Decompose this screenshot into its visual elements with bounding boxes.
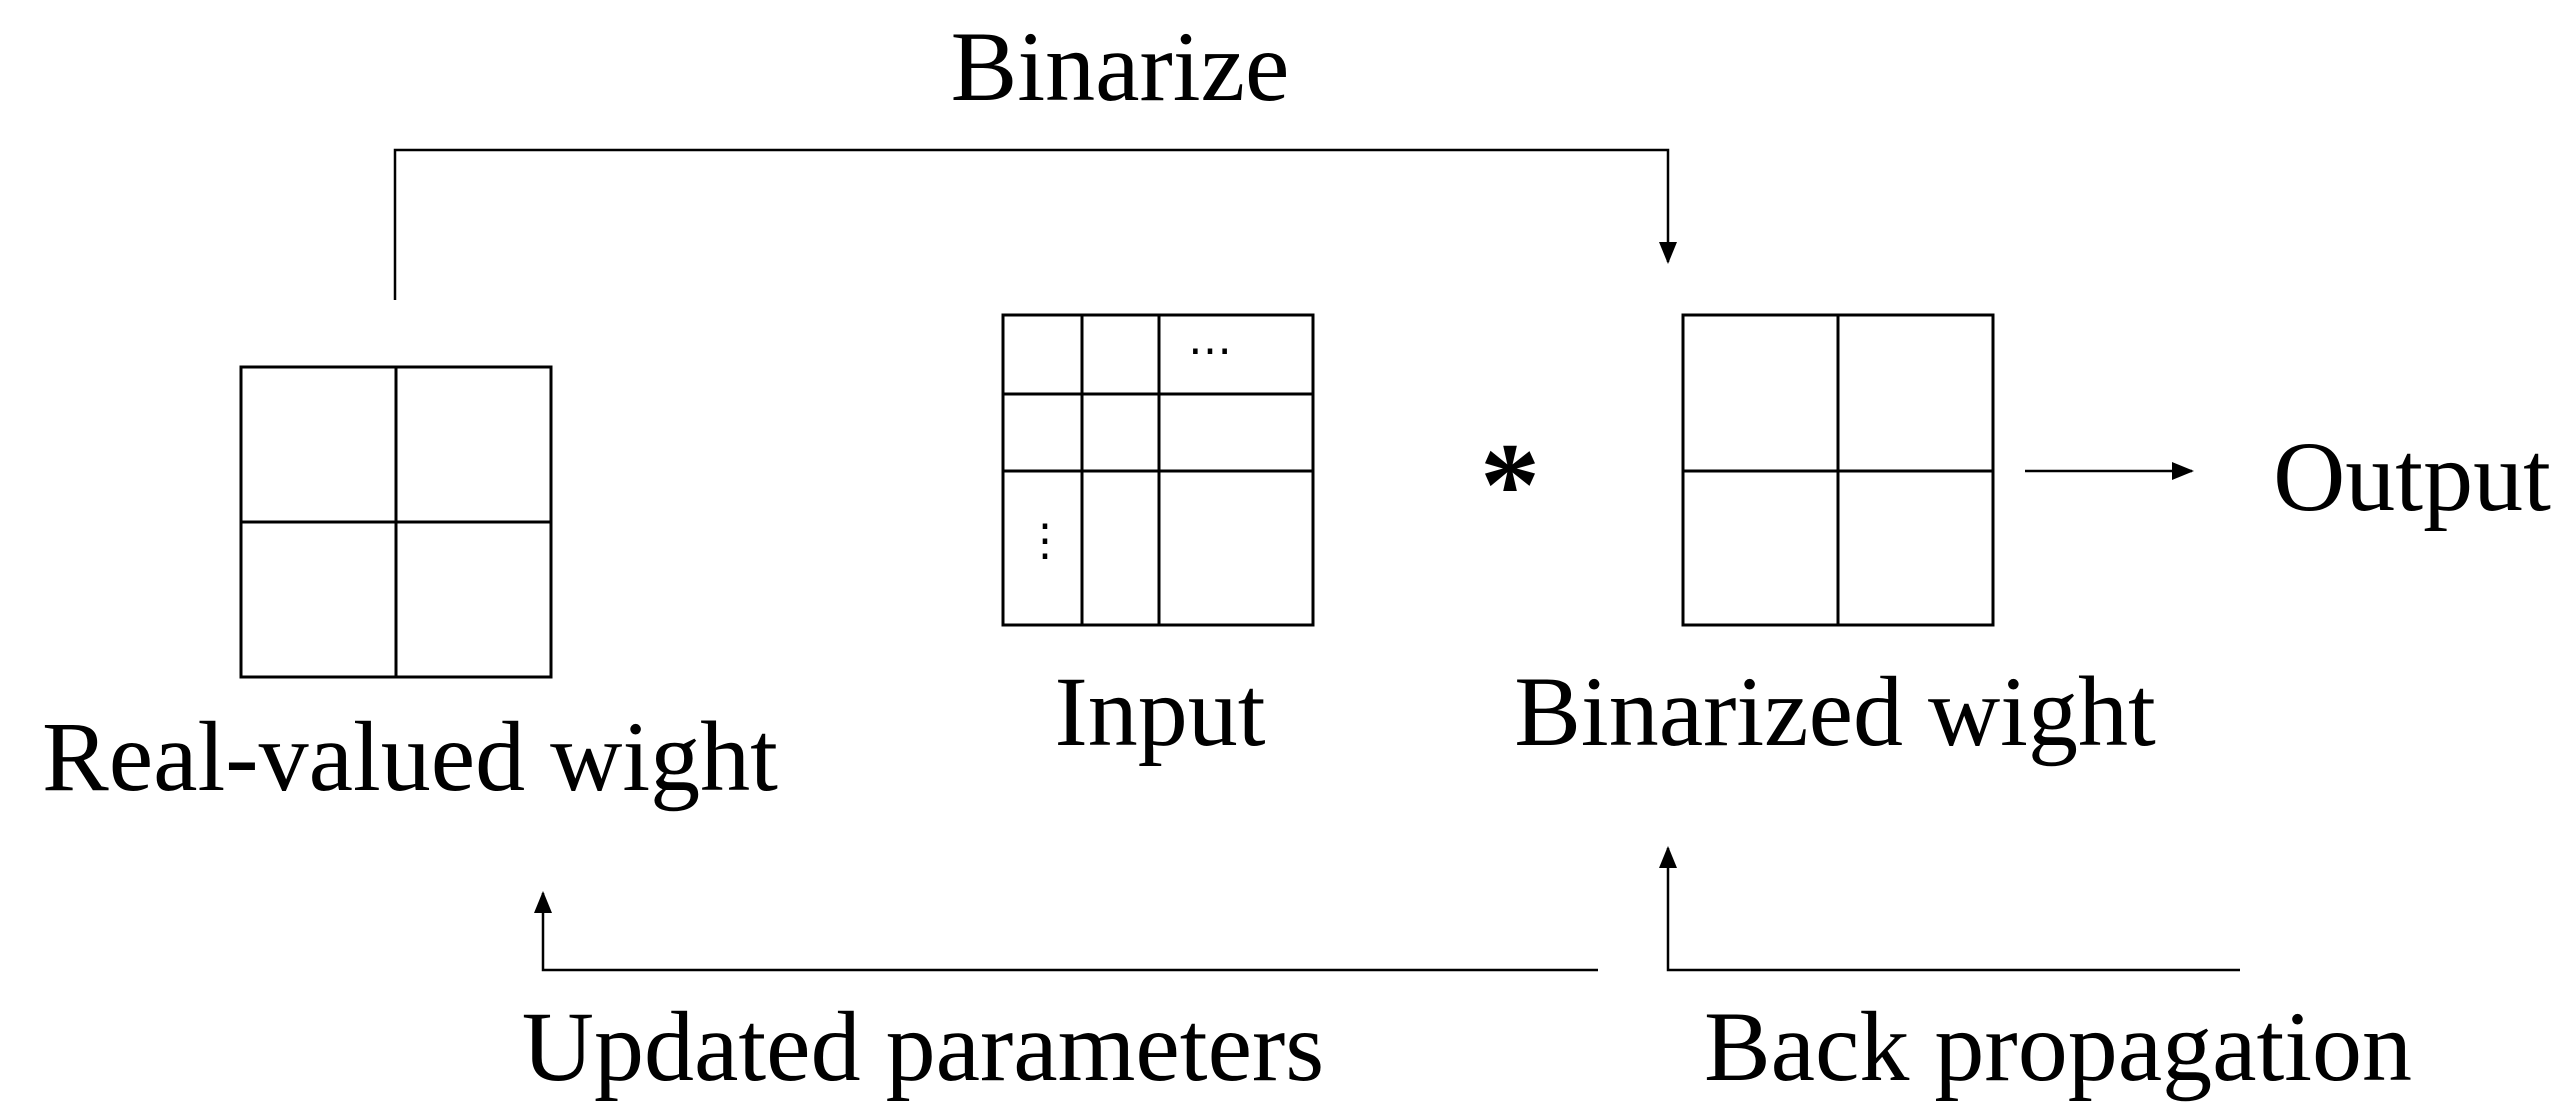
output-label: Output — [2273, 421, 2551, 532]
updated-params-arrow — [534, 891, 1598, 972]
real-weight-grid — [239, 365, 553, 679]
binarized-weight-grid — [1681, 313, 1995, 627]
backprop-arrow — [1659, 846, 2240, 972]
convolution-operator: * — [1480, 418, 1540, 551]
input-label: Input — [1054, 656, 1265, 767]
real-weight-label: Real-valued wight — [42, 701, 778, 812]
vertical-ellipsis: ⋮ — [1023, 516, 1067, 565]
binarize-arrow — [393, 148, 1677, 300]
backprop-label: Back propagation — [1704, 991, 2412, 1102]
input-grid — [1001, 313, 1315, 627]
binarized-weight-label: Binarized wight — [1514, 656, 2156, 767]
horizontal-ellipsis: ⋯ — [1188, 326, 1232, 375]
updated-params-label: Updated parameters — [522, 991, 1324, 1102]
binarize-label: Binarize — [951, 11, 1290, 122]
